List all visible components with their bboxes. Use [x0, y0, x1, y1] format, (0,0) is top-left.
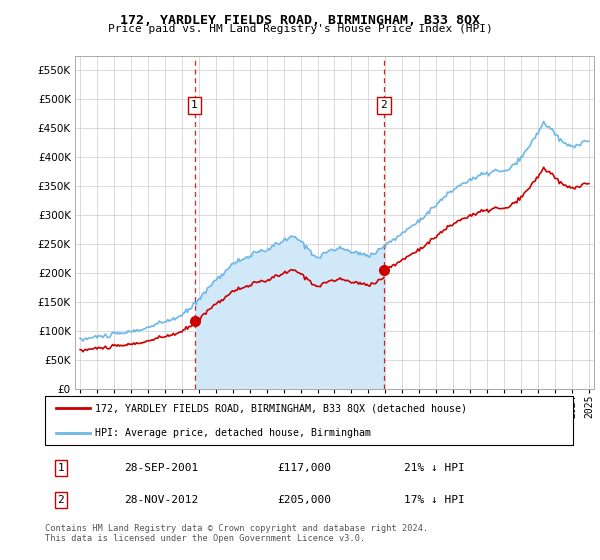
- Text: £117,000: £117,000: [277, 463, 331, 473]
- Text: Price paid vs. HM Land Registry's House Price Index (HPI): Price paid vs. HM Land Registry's House …: [107, 24, 493, 34]
- Text: HPI: Average price, detached house, Birmingham: HPI: Average price, detached house, Birm…: [95, 428, 371, 438]
- Text: Contains HM Land Registry data © Crown copyright and database right 2024.
This d: Contains HM Land Registry data © Crown c…: [45, 524, 428, 543]
- Text: 2: 2: [380, 100, 388, 110]
- Text: 17% ↓ HPI: 17% ↓ HPI: [404, 495, 465, 505]
- Text: 28-SEP-2001: 28-SEP-2001: [124, 463, 199, 473]
- Text: £205,000: £205,000: [277, 495, 331, 505]
- Text: 2: 2: [58, 495, 64, 505]
- Text: 21% ↓ HPI: 21% ↓ HPI: [404, 463, 465, 473]
- Text: 28-NOV-2012: 28-NOV-2012: [124, 495, 199, 505]
- Text: 172, YARDLEY FIELDS ROAD, BIRMINGHAM, B33 8QX: 172, YARDLEY FIELDS ROAD, BIRMINGHAM, B3…: [120, 14, 480, 27]
- Text: 1: 1: [58, 463, 64, 473]
- FancyBboxPatch shape: [45, 396, 573, 445]
- Text: 172, YARDLEY FIELDS ROAD, BIRMINGHAM, B33 8QX (detached house): 172, YARDLEY FIELDS ROAD, BIRMINGHAM, B3…: [95, 403, 467, 413]
- Text: 1: 1: [191, 100, 198, 110]
